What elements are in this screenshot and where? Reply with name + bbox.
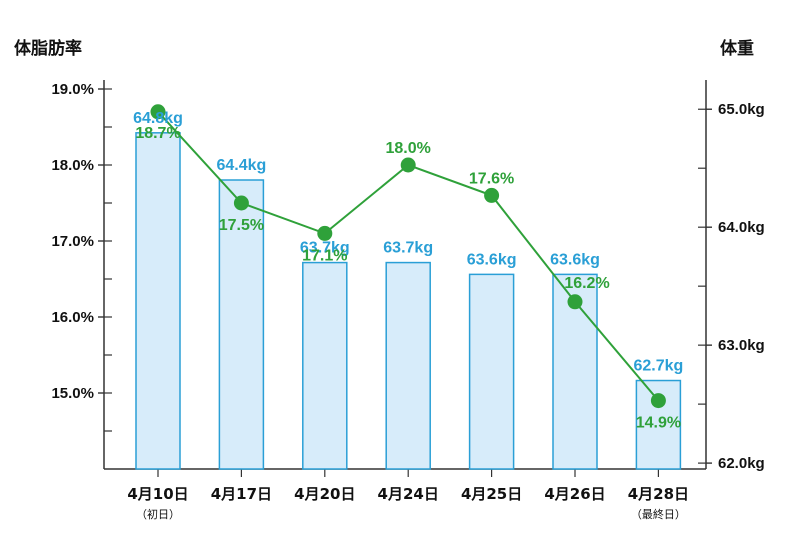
x-axis-category-label: 4月17日 xyxy=(211,485,272,503)
axes: 15.0% 16.0% 17.0% 18.0% 19.0% 62.0kg 63.0kg 64.… xyxy=(51,80,765,521)
left-axis-tick-label: 15.0% xyxy=(51,385,94,402)
weight-bar xyxy=(302,261,348,470)
bar-series xyxy=(135,132,682,470)
right-axis-tick-label: 65.0kg xyxy=(718,101,765,118)
right-axis-tick-label: 63.0kg xyxy=(718,337,765,354)
weight-bar xyxy=(135,132,181,470)
weight-data-label: 63.6kg xyxy=(550,251,600,268)
body-fat-point xyxy=(484,187,500,203)
left-axis-tick-label: 16.0% xyxy=(51,309,94,326)
x-axis-category-label: 4月28日 xyxy=(628,485,689,503)
weight-data-label: 64.8kg xyxy=(133,110,183,127)
body-fat-point xyxy=(650,393,666,409)
weight-bar xyxy=(468,273,515,470)
body-fat-data-label: 18.7% xyxy=(135,125,180,142)
body-fat-data-label: 14.9% xyxy=(636,415,681,432)
line-series xyxy=(150,104,666,409)
body-fat-point xyxy=(233,195,249,211)
weight-data-label: 63.7kg xyxy=(383,240,433,257)
weight-data-label: 63.6kg xyxy=(467,251,517,268)
x-axis-category-sublabel: （最終日） xyxy=(631,507,686,521)
weight-bar xyxy=(385,261,431,470)
x-axis-category-label: 4月25日 xyxy=(461,485,522,503)
body-fat-point xyxy=(317,225,333,241)
x-axis-category-label: 4月10日 xyxy=(127,485,188,503)
body-fat-data-label: 17.5% xyxy=(219,217,264,234)
right-axis-tick-label: 64.0kg xyxy=(718,219,765,236)
weight-bar xyxy=(635,379,682,470)
x-axis-category-label: 4月24日 xyxy=(378,485,439,503)
weight-data-label: 64.4kg xyxy=(216,157,266,174)
body-fat-data-label: 16.2% xyxy=(564,275,609,292)
x-axis-category-sublabel: （初日） xyxy=(136,507,180,521)
right-axis-tick-label: 62.0kg xyxy=(718,455,765,472)
left-axis-tick-label: 17.0% xyxy=(51,233,94,250)
data-labels: 64.8kg 64.4kg 63.7kg 63.7kg 63.6kg 63.6kg 62.7… xyxy=(133,110,683,432)
left-axis-title: 体脂肪率 xyxy=(14,38,82,59)
weight-bar xyxy=(218,179,265,470)
body-fat-data-label: 17.6% xyxy=(469,170,514,187)
body-fat-data-label: 18.0% xyxy=(386,140,431,157)
body-fat-point xyxy=(150,104,166,120)
left-axis-tick-label: 19.0% xyxy=(51,81,94,98)
body-fat-data-label: 17.1% xyxy=(302,247,347,264)
weight-data-label: 63.7kg xyxy=(300,240,350,257)
x-axis-category-label: 4月20日 xyxy=(294,485,355,503)
right-axis-title: 体重 xyxy=(720,38,754,59)
body-fat-point xyxy=(567,294,583,310)
body-fat-point xyxy=(400,157,416,173)
left-axis-tick-label: 18.0% xyxy=(51,157,94,174)
x-axis-category-label: 4月26日 xyxy=(544,485,605,503)
weight-data-label: 62.7kg xyxy=(633,358,683,375)
